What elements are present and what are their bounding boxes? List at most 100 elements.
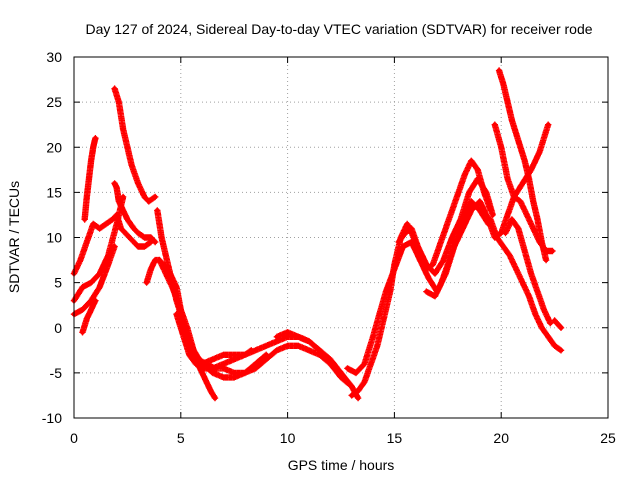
y-tick-label: 30 [46,49,62,65]
data-point [558,325,564,331]
data-point [199,361,205,367]
data-point [432,293,438,299]
series-track-10 [156,256,355,390]
data-point [532,311,538,317]
y-tick-label: 10 [46,230,62,246]
data-point [468,208,474,213]
data-point [409,239,414,245]
data-point [112,244,117,249]
data-point [88,158,94,164]
series-track-14 [348,157,494,399]
data-point [144,280,150,286]
data-point [522,248,528,254]
x-tick-label: 15 [387,430,403,446]
data-point [159,235,164,240]
data-point [80,329,85,335]
data-point [242,352,248,358]
data-point [402,230,408,236]
data-point [368,361,374,367]
data-point [97,226,103,231]
data-point [97,284,103,290]
data-point [112,86,117,91]
data-point [432,271,438,276]
data-point [152,257,158,263]
data-point [383,289,389,295]
data-point [513,131,519,137]
data-point [253,347,258,353]
data-point [97,271,103,276]
data-point [80,307,85,313]
data-point [212,395,218,401]
data-point [441,257,446,263]
y-tick-label: 20 [46,139,62,155]
data-point [317,347,323,353]
data-point [483,189,489,195]
data-point [477,199,483,204]
series-track-20 [487,216,565,354]
series-track-19 [495,67,550,264]
data-point [498,144,504,150]
data-point [193,361,199,367]
data-point [362,361,367,367]
data-point [500,81,506,87]
data-point [338,370,344,376]
data-point [148,235,154,240]
data-point [518,199,523,204]
data-point [118,226,124,231]
data-point [524,212,530,218]
y-tick-label: 15 [46,184,62,200]
y-tick-label: 25 [46,94,62,110]
data-point [122,230,128,236]
data-point [210,370,216,376]
data-point [530,199,536,204]
data-point [157,257,162,263]
y-axis-ticks: -10 -5 0 5 10 15 20 25 30 [42,49,608,426]
data-point [178,307,184,313]
data-point [449,235,455,240]
data-point [545,122,551,128]
data-point [466,189,472,195]
data-point [248,347,254,353]
data-point [522,158,528,164]
data-point [131,239,137,245]
data-point [306,338,312,344]
data-point [547,320,553,326]
data-point [86,176,92,182]
data-point [374,343,380,349]
data-point [274,347,280,353]
data-point [84,316,90,322]
data-point [131,226,137,231]
data-point [120,208,126,213]
data-point [263,343,269,349]
data-point [199,365,205,371]
data-point [125,144,130,150]
data-point [492,122,498,128]
data-point [438,280,444,286]
data-point [530,226,536,231]
data-point [511,194,517,200]
data-point [488,217,493,222]
data-point [468,158,474,164]
data-point [142,244,147,249]
data-point [462,171,468,177]
data-point [535,289,540,295]
data-point [327,356,333,362]
data-point [274,338,280,344]
data-point [135,230,141,236]
series-track-13 [273,329,323,354]
data-point [253,365,258,371]
data-point [507,253,513,258]
data-point [526,176,532,182]
data-point [208,388,214,394]
series-track-2 [81,135,99,223]
data-point [515,226,521,231]
data-point [110,217,115,222]
data-point [496,68,502,73]
x-tick-label: 5 [177,430,185,446]
data-point [90,221,96,227]
data-point [345,365,350,371]
data-point [349,393,355,398]
data-point [409,226,414,231]
data-series [70,67,565,402]
